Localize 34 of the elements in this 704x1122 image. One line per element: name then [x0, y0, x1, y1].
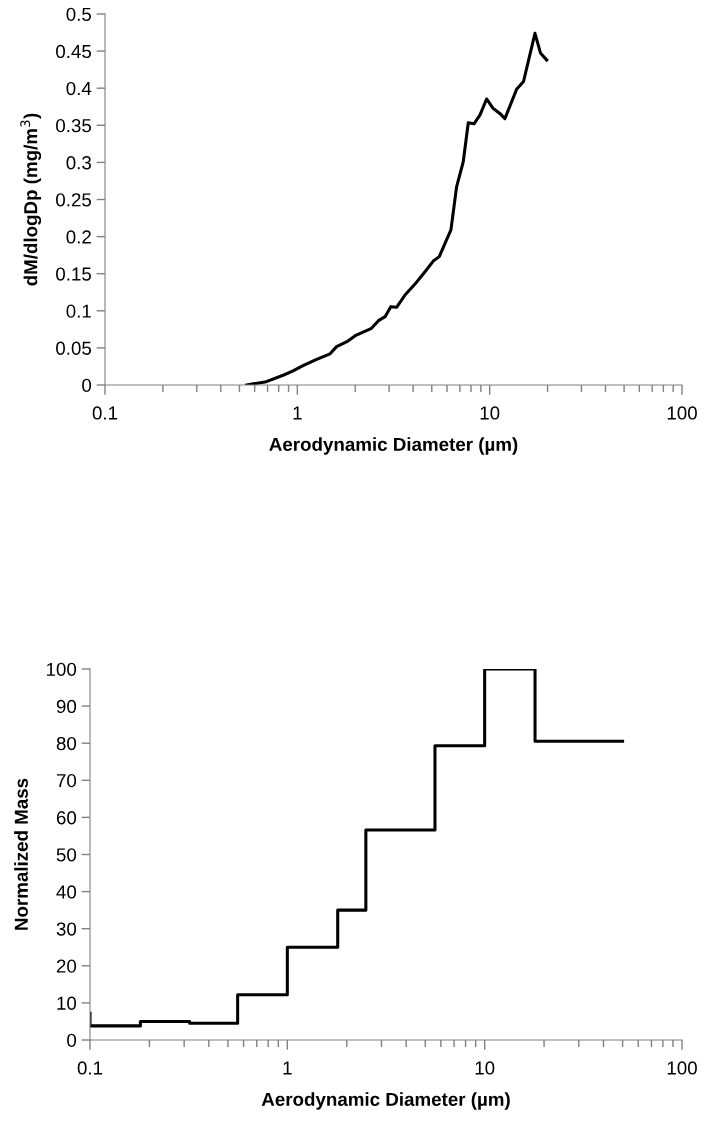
y-tick-label: 0.4: [66, 81, 92, 96]
y-axis-title: Normalized Mass: [14, 778, 28, 930]
x-tick-label: 10: [475, 1061, 495, 1075]
y-tick-label: 0.45: [56, 44, 92, 59]
y-tick-label: 50: [56, 848, 77, 862]
y-tick-label: 0.05: [56, 341, 92, 355]
y-tick-label: 0.3: [66, 156, 91, 170]
y-tick-label: 0.5: [66, 7, 92, 21]
y-tick-label: 10: [57, 996, 77, 1010]
y-tick-label: 0: [82, 378, 92, 392]
y-tick-label: 90: [56, 699, 77, 714]
x-tick-label: 10: [480, 406, 500, 420]
x-axis-title: Aerodynamic Diameter (µm): [261, 1092, 510, 1110]
x-axis-title: Aerodynamic Diameter (µm): [269, 437, 518, 455]
y-tick-label: 0.1: [66, 304, 91, 318]
x-tick-label: 1: [293, 406, 302, 420]
x-tick-label: 100: [667, 406, 697, 420]
y-tick-label: 60: [56, 811, 77, 825]
y-tick-label: 100: [46, 662, 77, 676]
x-tick-label: 100: [667, 1061, 697, 1075]
y-tick-label: 0.2: [66, 230, 91, 244]
y-tick-label: 20: [56, 959, 77, 973]
y-tick-label: 70: [56, 774, 77, 788]
y-tick-label: 0.35: [56, 119, 92, 133]
y-tick-label: 30: [56, 922, 77, 936]
x-tick-label: 1: [283, 1061, 292, 1075]
x-tick-label: 0.1: [77, 1061, 103, 1075]
y-axis-title: dM/dlogDp (mg/m$^{3}$): [20, 113, 42, 286]
y-tick-label: 0.25: [56, 193, 92, 207]
y-tick-label: 0: [67, 1033, 77, 1047]
y-tick-label: 0.15: [56, 267, 92, 281]
y-tick-label: 40: [56, 885, 77, 899]
x-tick-label: 0.1: [92, 406, 118, 420]
y-tick-label: 80: [56, 736, 77, 751]
